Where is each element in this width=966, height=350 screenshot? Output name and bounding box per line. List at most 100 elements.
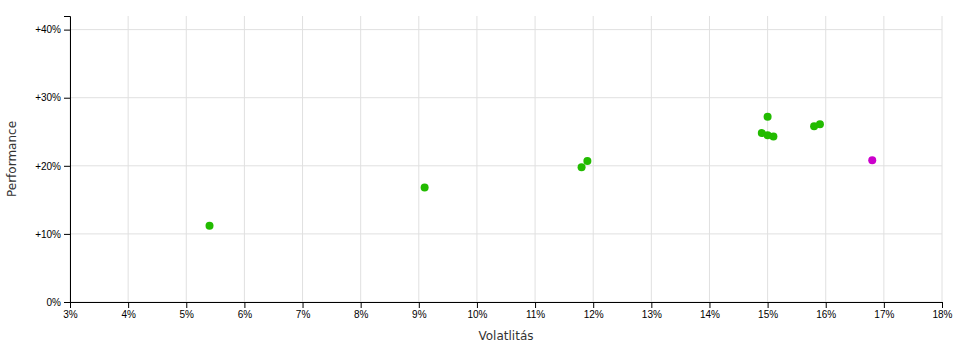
x-tick: 13% — [642, 302, 662, 320]
x-tick: 8% — [354, 302, 369, 320]
x-tick: 9% — [412, 302, 427, 320]
point — [769, 133, 777, 141]
y-grid-line — [70, 233, 942, 234]
x-tick-label: 5% — [180, 309, 195, 320]
x-grid-line — [767, 16, 768, 302]
x-tick-label: 18% — [932, 309, 952, 320]
x-grid-line — [418, 16, 419, 302]
y-grid-line — [70, 165, 942, 166]
x-axis: 3% 4% 5% 6% 7% 8% 9% 10% 11% 12% 13% 14% 15% 16% 17% 18… — [63, 302, 952, 320]
chart: 3% 4% 5% 6% 7% 8% 9% 10% 11% 12% 13% 14% 15% 16% 17% 18… — [0, 0, 966, 350]
x-grid-line — [883, 16, 884, 302]
y-axis-line — [64, 17, 71, 303]
x-grid-line — [186, 16, 187, 302]
x-tick-mark — [128, 302, 129, 308]
x-tick: 16% — [816, 302, 836, 320]
x-tick: 5% — [180, 302, 195, 320]
y-axis: 0% +10% +20% +30% +40% — [35, 17, 70, 308]
y-tick-label: +10% — [35, 229, 61, 240]
y-tick-label: 0% — [47, 297, 62, 308]
x-tick-mark — [709, 302, 710, 308]
x-tick-mark — [826, 302, 827, 308]
plot: 3% 4% 5% 6% 7% 8% 9% 10% 11% 12% 13% 14% 15% 16% 17% 18… — [35, 16, 952, 320]
y-tick: +40% — [35, 24, 70, 35]
x-grid-line — [942, 16, 943, 302]
x-tick: 11% — [526, 302, 545, 320]
x-tick: 12% — [584, 302, 604, 320]
series — [206, 113, 824, 230]
x-tick-label: 8% — [354, 309, 369, 320]
y-tick-mark — [64, 302, 70, 303]
x-axis-line — [71, 303, 943, 309]
x-tick: 10% — [467, 302, 487, 320]
y-tick-label: +40% — [35, 24, 61, 35]
y-tick-mark — [64, 166, 70, 167]
x-tick-label: 4% — [121, 309, 136, 320]
point — [583, 157, 591, 165]
x-grid-line — [360, 16, 361, 302]
x-tick-mark — [535, 302, 536, 308]
y-tick: +20% — [35, 161, 70, 172]
points — [206, 113, 877, 230]
x-tick-mark — [303, 302, 304, 308]
x-tick-mark — [942, 302, 943, 308]
x-grid-line — [535, 16, 536, 302]
x-tick: 17% — [874, 302, 894, 320]
y-tick-mark — [64, 30, 70, 31]
x-grid-line — [302, 16, 303, 302]
x-tick: 7% — [296, 302, 311, 320]
y-axis-title: Performance — [5, 121, 19, 197]
x-tick-label: 7% — [296, 309, 311, 320]
y-grid-line — [70, 97, 942, 98]
x-tick: 14% — [700, 302, 720, 320]
y-grid-line — [70, 29, 942, 30]
point — [816, 120, 824, 128]
x-tick-label: 16% — [816, 309, 836, 320]
x-grid-line — [651, 16, 652, 302]
grid — [70, 16, 942, 302]
point — [764, 113, 772, 121]
x-tick-label: 11% — [526, 309, 545, 320]
x-grid-line — [128, 16, 129, 302]
x-grid-line — [709, 16, 710, 302]
y-tick-mark — [64, 98, 70, 99]
x-tick: 6% — [238, 302, 253, 320]
point — [578, 163, 586, 171]
x-tick: 4% — [121, 302, 136, 320]
x-tick-mark — [593, 302, 594, 308]
x-grid-line — [825, 16, 826, 302]
x-tick: 15% — [758, 302, 778, 320]
x-tick-mark — [244, 302, 245, 308]
x-tick-mark — [768, 302, 769, 308]
x-tick-mark — [419, 302, 420, 308]
x-tick-mark — [361, 302, 362, 308]
x-tick-label: 12% — [584, 309, 604, 320]
y-tick-mark — [64, 234, 70, 235]
x-grid-line — [593, 16, 594, 302]
x-tick-label: 9% — [412, 309, 427, 320]
x-tick-label: 13% — [642, 309, 662, 320]
x-tick-label: 15% — [758, 309, 778, 320]
y-tick: +10% — [35, 229, 70, 240]
x-tick: 18% — [932, 302, 952, 320]
x-tick-mark — [651, 302, 652, 308]
y-tick: 0% — [47, 297, 70, 308]
x-tick-label: 6% — [238, 309, 253, 320]
x-tick-mark — [884, 302, 885, 308]
x-tick-label: 3% — [63, 309, 78, 320]
y-tick-label: +30% — [35, 92, 61, 103]
x-tick-mark — [477, 302, 478, 308]
x-tick-label: 14% — [700, 309, 720, 320]
x-tick-label: 17% — [874, 309, 894, 320]
x-grid-line — [244, 16, 245, 302]
x-tick-label: 10% — [467, 309, 487, 320]
series — [868, 156, 876, 164]
point — [868, 156, 876, 164]
point — [421, 184, 429, 192]
y-tick-label: +20% — [35, 161, 61, 172]
x-tick-mark — [186, 302, 187, 308]
point — [206, 222, 214, 230]
x-tick: 3% — [63, 302, 78, 320]
y-tick: +30% — [35, 92, 70, 103]
x-grid-line — [476, 16, 477, 302]
